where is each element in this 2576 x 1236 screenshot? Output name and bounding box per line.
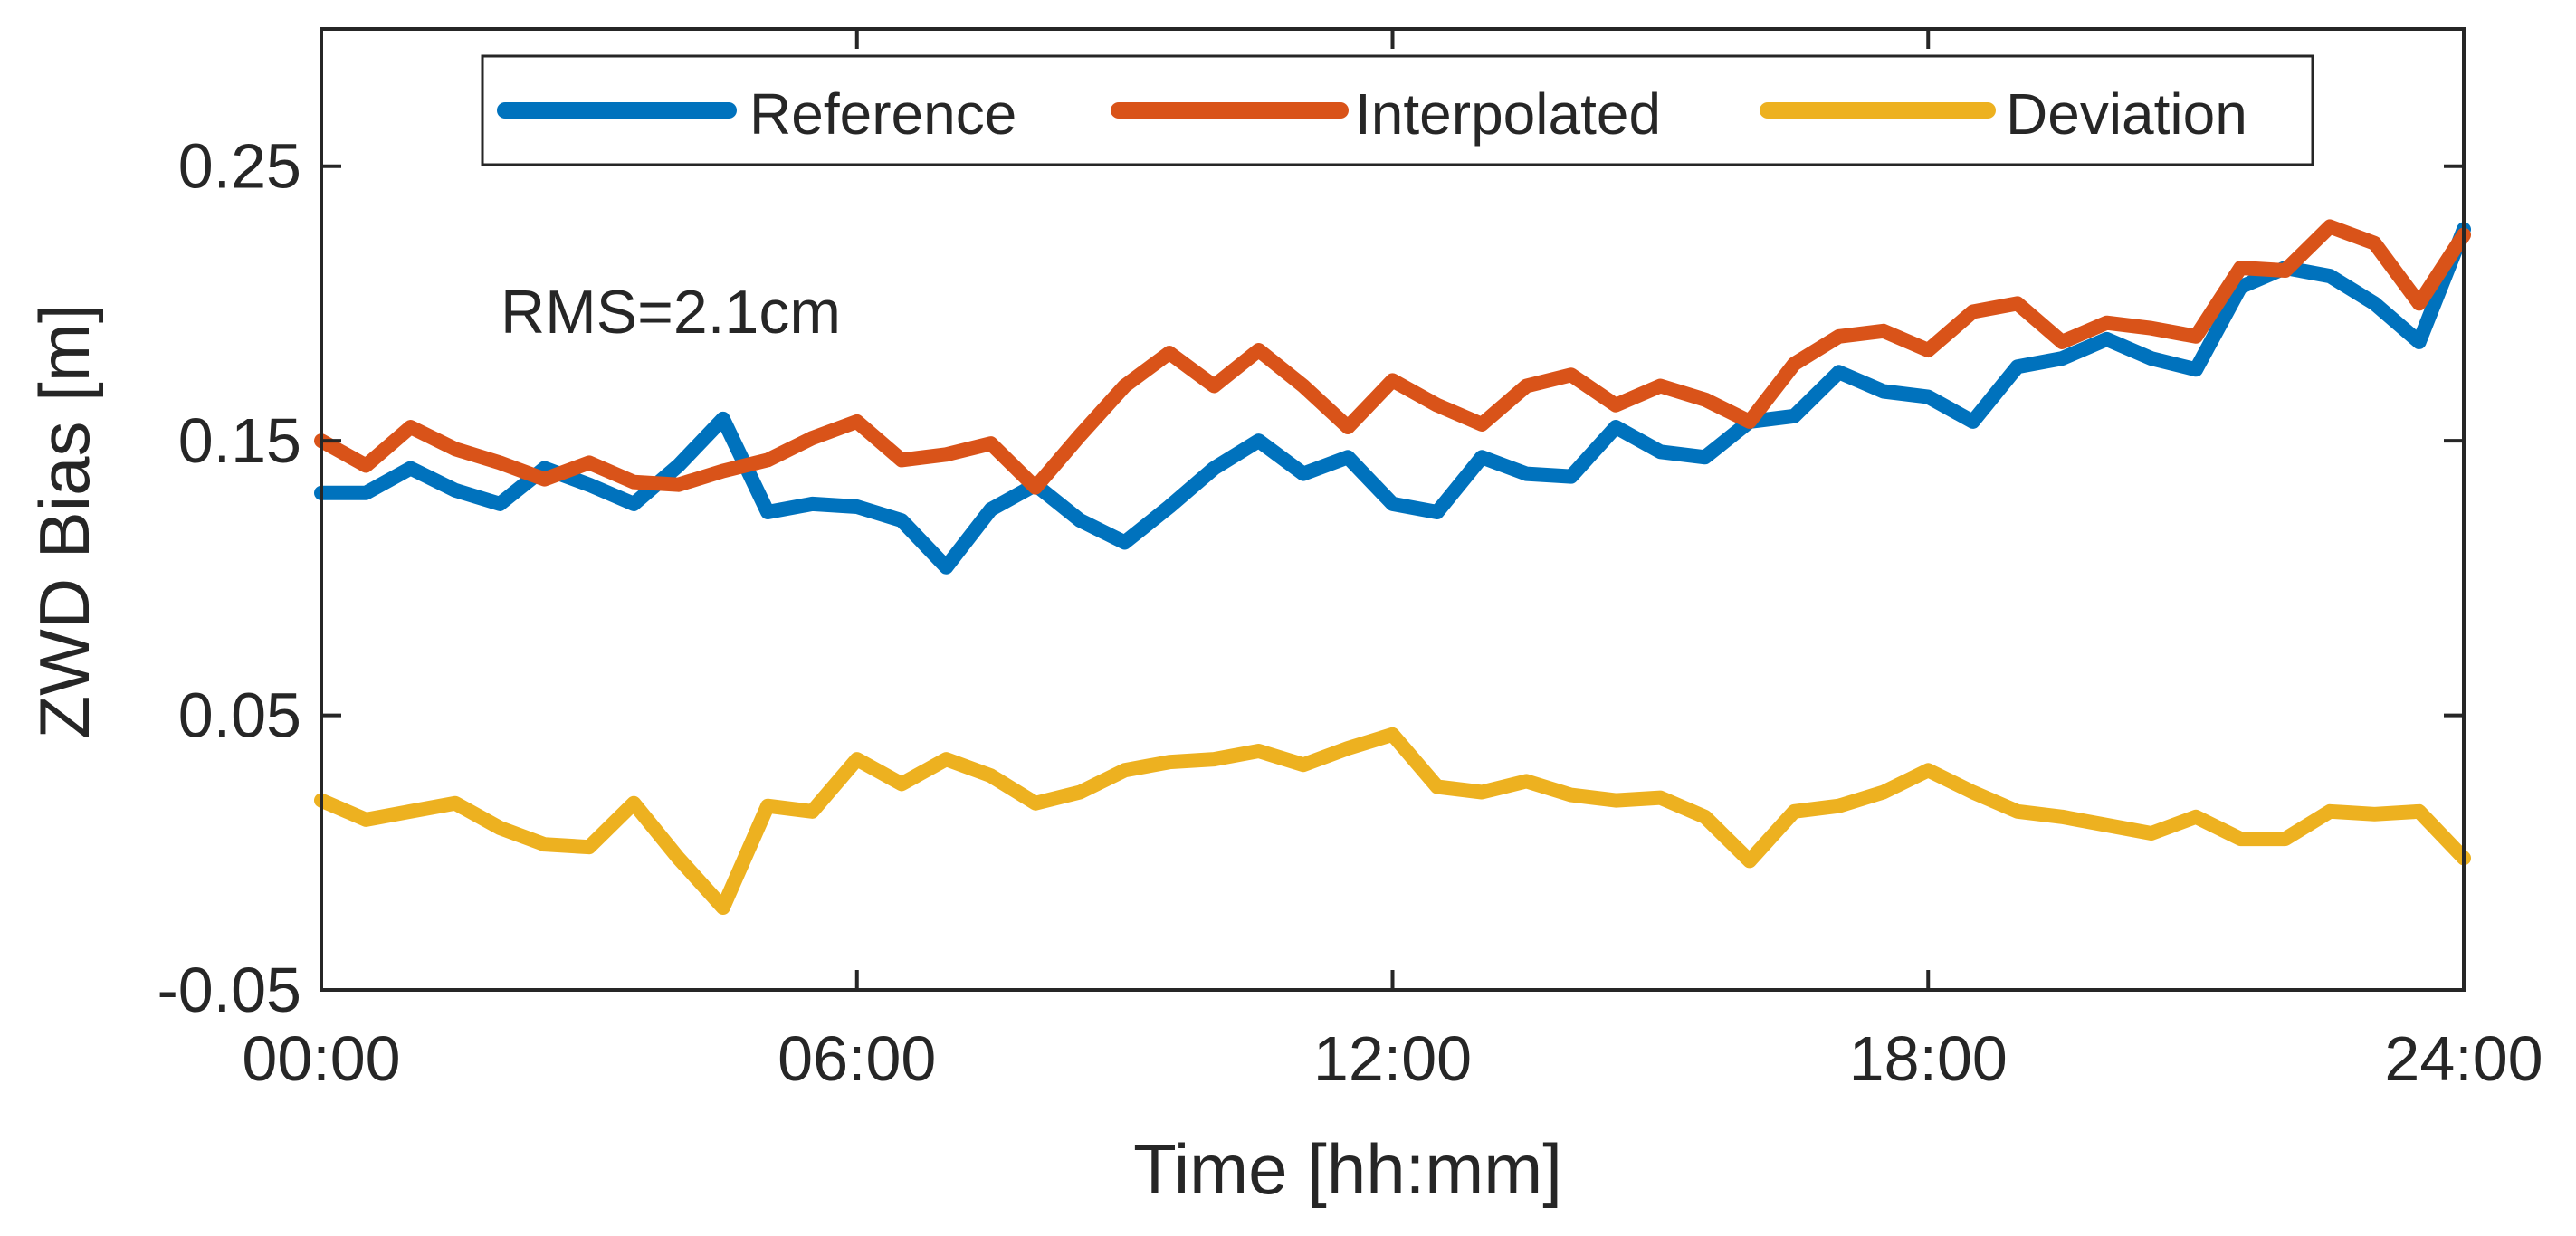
- series-line-deviation: [314, 727, 2471, 915]
- x-tick-label: 06:00: [778, 1023, 936, 1094]
- y-tick-label: 0.15: [178, 405, 301, 476]
- legend-label-deviation: Deviation: [2006, 81, 2247, 147]
- series-line-reference: [314, 222, 2471, 575]
- y-tick-label: 0.05: [178, 680, 301, 751]
- x-tick-label: 18:00: [1849, 1023, 2008, 1094]
- x-tick-label: 00:00: [242, 1023, 400, 1094]
- y-axis-label: ZWD Bias [m]: [24, 304, 104, 739]
- axis-ticks: 00:00 06:00 12:00 18:00 24:00 -0.05 0.05 0.15 0.…: [157, 29, 2543, 1094]
- rms-annotation: RMS=2.1cm: [501, 278, 841, 347]
- legend-label-interpolated: Interpolated: [1355, 81, 1661, 147]
- y-tick-label: -0.05: [157, 955, 301, 1025]
- y-tick-label: 0.25: [178, 131, 301, 202]
- series-layer: [314, 219, 2471, 915]
- x-tick-label: 24:00: [2384, 1023, 2543, 1094]
- legend-label-reference: Reference: [749, 81, 1016, 147]
- legend: Reference Interpolated Deviation: [481, 54, 2314, 166]
- series-line-interpolated: [314, 219, 2471, 495]
- x-axis-label: Time [hh:mm]: [1133, 1129, 1562, 1209]
- legend-box: [481, 54, 2314, 166]
- x-tick-label: 12:00: [1313, 1023, 1472, 1094]
